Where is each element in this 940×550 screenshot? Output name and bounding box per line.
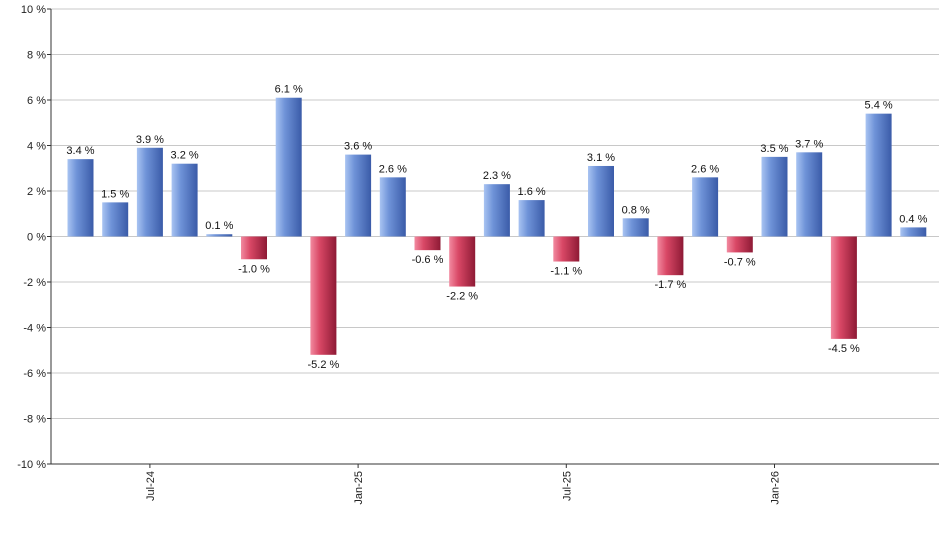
bar [796, 152, 823, 237]
bar [449, 236, 476, 287]
data-label: 0.1 % [205, 220, 233, 232]
y-tick-label: -2 % [23, 277, 46, 289]
bar [657, 236, 684, 276]
data-label: -2.2 % [446, 291, 478, 303]
data-label: 3.9 % [136, 134, 164, 146]
data-label: 3.6 % [344, 141, 372, 153]
y-tick-label: 4 % [27, 141, 46, 153]
data-label: -1.0 % [238, 263, 270, 275]
y-tick-label: 0 % [27, 232, 46, 244]
x-tick-label: Jan-26 [770, 471, 782, 505]
data-label: -0.6 % [412, 254, 444, 266]
bar [865, 113, 892, 237]
data-labels: 3.4 % 1.5 % 3.9 % 3.2 % 0.1 % -1.0 % 6.1 % -5.2… [66, 84, 927, 371]
bar [345, 154, 372, 237]
data-label: 0.8 % [622, 204, 650, 216]
bar [102, 202, 129, 237]
x-axis-ticks: Jul-24 Jan-25 Jul-25 Jan-26 [145, 464, 782, 505]
data-label: 2.6 % [379, 163, 407, 175]
x-tick-label: Jan-25 [353, 471, 365, 505]
bar [483, 184, 510, 237]
data-label: 3.5 % [760, 143, 788, 155]
data-label: 1.6 % [518, 186, 546, 198]
y-tick-label: -10 % [17, 459, 46, 471]
y-axis-ticks: 10 % 8 % 6 % 4 % 2 % 0 % -2 % -4 % -6 % -8 % -10 % [17, 4, 51, 471]
bar [761, 156, 788, 237]
data-label: 2.3 % [483, 170, 511, 182]
y-tick-label: 2 % [27, 186, 46, 198]
data-label: -4.5 % [828, 343, 860, 355]
bar [136, 147, 163, 237]
bar [726, 236, 753, 253]
data-label: -1.1 % [550, 266, 582, 278]
bar [553, 236, 580, 262]
data-label: 2.6 % [691, 163, 719, 175]
data-label: 3.1 % [587, 152, 615, 164]
data-label: -1.7 % [655, 279, 687, 291]
bar [171, 163, 198, 237]
bar [830, 236, 857, 339]
bar [414, 236, 441, 251]
bar [241, 236, 267, 260]
y-tick-label: 10 % [21, 4, 46, 16]
data-label: 3.4 % [66, 145, 94, 157]
y-tick-label: 8 % [27, 50, 46, 62]
bar [379, 177, 406, 237]
bar [310, 236, 337, 355]
data-label: -5.2 % [308, 359, 340, 371]
data-label: 0.4 % [899, 213, 927, 225]
data-label: 3.2 % [171, 150, 199, 162]
data-label: 5.4 % [865, 100, 893, 112]
bar [206, 234, 233, 237]
x-tick-label: Jul-25 [561, 471, 573, 501]
data-label: 3.7 % [795, 138, 823, 150]
bar [692, 177, 719, 237]
data-label: 1.5 % [101, 188, 129, 200]
bar [588, 165, 614, 237]
y-tick-label: -8 % [23, 414, 46, 426]
bar [900, 227, 927, 237]
y-tick-label: -6 % [23, 368, 46, 380]
x-tick-label: Jul-24 [145, 471, 157, 501]
bar [622, 218, 649, 237]
data-label: -0.7 % [724, 256, 756, 268]
bar [275, 97, 302, 237]
y-tick-label: 6 % [27, 95, 46, 107]
y-tick-label: -4 % [23, 323, 46, 335]
data-label: 6.1 % [275, 84, 303, 96]
bar [67, 159, 94, 237]
bar [518, 200, 545, 237]
bars [67, 97, 927, 355]
